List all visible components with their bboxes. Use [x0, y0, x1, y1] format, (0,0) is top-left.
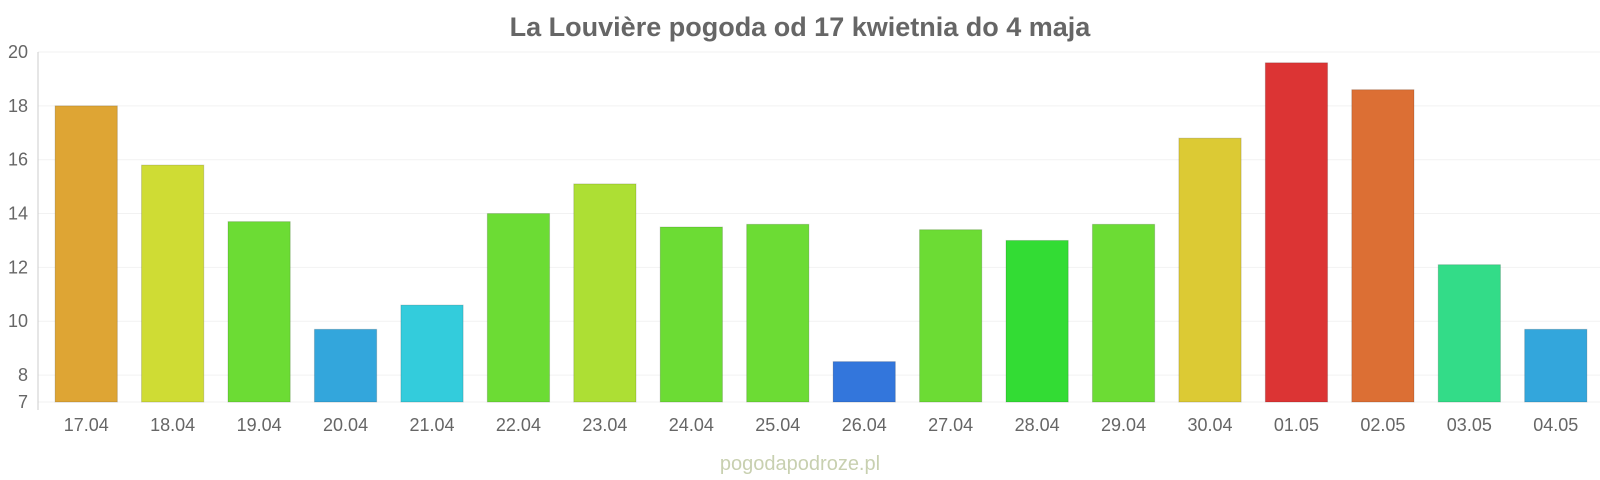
bar	[832, 361, 896, 403]
gridlines	[38, 51, 1600, 403]
bar	[1178, 137, 1242, 403]
x-tick-label: 24.04	[669, 415, 714, 435]
bar	[659, 226, 723, 403]
x-tick-label: 20.04	[323, 415, 368, 435]
x-tick-label: 25.04	[755, 415, 800, 435]
x-tick-label: 01.05	[1274, 415, 1319, 435]
bar	[1437, 264, 1501, 403]
x-tick-label: 02.05	[1360, 415, 1405, 435]
y-tick-label: 16	[8, 150, 28, 170]
x-tick-label: 30.04	[1187, 415, 1232, 435]
y-tick-label: 20	[8, 42, 28, 62]
bar	[1524, 328, 1588, 403]
x-tick-label: 22.04	[496, 415, 541, 435]
bar	[919, 229, 983, 403]
bar	[313, 328, 378, 403]
bar	[573, 183, 637, 403]
y-axis-ticks: 20 18 16 14 12 10 8 7	[8, 42, 28, 412]
bar	[400, 304, 464, 403]
bar	[1005, 239, 1069, 403]
watermark: pogodapodroze.pl	[720, 453, 880, 475]
x-tick-label: 29.04	[1101, 415, 1146, 435]
x-tick-label: 19.04	[237, 415, 282, 435]
bar-series	[54, 62, 1588, 403]
y-tick-label: 8	[18, 365, 28, 385]
x-tick-label: 04.05	[1533, 415, 1578, 435]
y-tick-label: 18	[8, 96, 28, 116]
x-tick-label: 17.04	[64, 415, 109, 435]
x-tick-label: 03.05	[1447, 415, 1492, 435]
y-tick-label: 14	[8, 204, 28, 224]
x-tick-label: 26.04	[842, 415, 887, 435]
x-tick-label: 23.04	[582, 415, 627, 435]
bar	[486, 213, 551, 403]
x-tick-label: 18.04	[150, 415, 195, 435]
bar	[227, 221, 291, 403]
bar	[1351, 89, 1415, 403]
bar	[54, 105, 118, 403]
bar	[1264, 62, 1329, 403]
y-tick-label: 10	[8, 311, 28, 331]
x-tick-label: 21.04	[409, 415, 454, 435]
x-tick-label: 27.04	[928, 415, 973, 435]
bar	[1091, 223, 1156, 403]
bar	[746, 223, 810, 403]
y-tick-label: 12	[8, 257, 28, 277]
y-tick-label: 7	[18, 392, 28, 412]
x-axis-ticks: 17.04 18.04 19.04 20.04 21.04 22.04 23.04 24.04…	[64, 415, 1579, 435]
x-tick-label: 28.04	[1015, 415, 1060, 435]
chart-title: La Louvière pogoda od 17 kwietnia do 4 m…	[510, 12, 1092, 42]
bar	[141, 164, 205, 403]
